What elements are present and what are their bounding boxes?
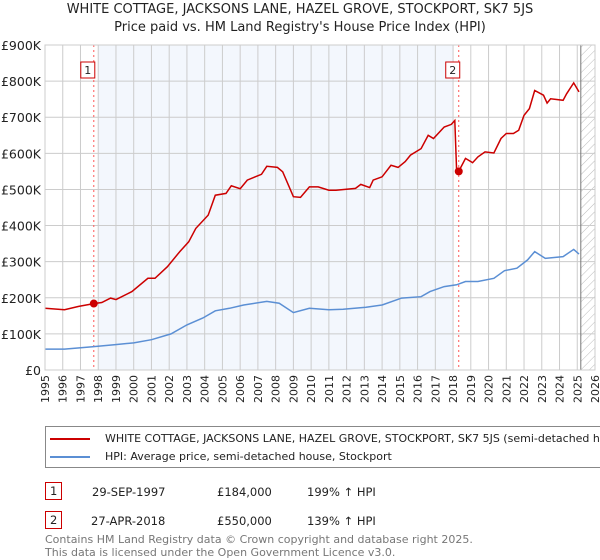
sale-label-box bbox=[445, 61, 461, 79]
x-tick-label: 2012 bbox=[341, 375, 354, 403]
legend: WHITE COTTAGE, JACKSONS LANE, HAZEL GROV… bbox=[45, 426, 600, 468]
x-tick-label: 1998 bbox=[92, 375, 105, 403]
x-tick-label: 2017 bbox=[429, 375, 442, 403]
x-tick-label: 2002 bbox=[163, 375, 176, 403]
hpi-line bbox=[45, 248, 580, 350]
x-tick-label: 2005 bbox=[216, 375, 229, 403]
sale-date: 27-APR-2018 bbox=[91, 514, 166, 528]
y-tick-label: £400K bbox=[1, 219, 42, 234]
x-tick-label: 2026 bbox=[589, 375, 600, 403]
y-tick-label: £500K bbox=[1, 182, 42, 197]
forecast-hatch bbox=[580, 45, 595, 370]
x-tick-label: 2021 bbox=[500, 375, 513, 403]
x-tick-label: 1995 bbox=[39, 375, 52, 403]
x-tick-label: 2020 bbox=[483, 375, 496, 403]
sale-price: £184,000 bbox=[217, 485, 272, 499]
footer-licence: This data is licensed under the Open Gov… bbox=[45, 546, 396, 559]
sale-label: 1 bbox=[84, 64, 91, 77]
legend-label-property: WHITE COTTAGE, JACKSONS LANE, HAZEL GROV… bbox=[105, 432, 600, 445]
sale-point-marker bbox=[454, 167, 463, 176]
sale-hpi: 199% ↑ HPI bbox=[307, 485, 376, 499]
legend-swatch-red bbox=[50, 438, 90, 440]
x-tick-label: 2010 bbox=[305, 375, 318, 403]
x-tick-label: 2006 bbox=[234, 375, 247, 403]
x-tick-label: 1997 bbox=[74, 375, 87, 403]
chart-title: WHITE COTTAGE, JACKSONS LANE, HAZEL GROV… bbox=[66, 2, 534, 17]
y-tick-label: £0 bbox=[25, 363, 41, 378]
x-tick-label: 1999 bbox=[110, 375, 123, 403]
x-tick-label: 2024 bbox=[554, 375, 567, 403]
x-tick-label: 1996 bbox=[57, 375, 70, 403]
x-tick-label: 2016 bbox=[412, 375, 425, 403]
x-tick-label: 2015 bbox=[394, 375, 407, 403]
y-tick-label: £100K bbox=[1, 327, 42, 342]
x-tick-label: 2008 bbox=[270, 375, 283, 403]
legend-item-property: WHITE COTTAGE, JACKSONS LANE, HAZEL GROV… bbox=[50, 432, 600, 446]
x-tick-label: 2000 bbox=[128, 375, 141, 403]
footer: Contains HM Land Registry data © Crown c… bbox=[45, 533, 473, 559]
y-tick-label: £300K bbox=[1, 255, 42, 270]
sale-date: 29-SEP-1997 bbox=[92, 485, 166, 499]
x-tick-label: 2003 bbox=[181, 375, 194, 403]
x-tick-label: 2025 bbox=[571, 375, 584, 403]
sale-price: £550,000 bbox=[217, 514, 272, 528]
sale-point-marker bbox=[89, 299, 98, 308]
x-tick-label: 2013 bbox=[358, 375, 371, 403]
x-tick-label: 2014 bbox=[376, 375, 389, 403]
sale-badge: 1 bbox=[45, 482, 63, 500]
property-price-line bbox=[44, 81, 580, 311]
sale-hpi: 139% ↑ HPI bbox=[307, 514, 376, 528]
y-tick-label: £800K bbox=[1, 74, 42, 89]
legend-label-hpi: HPI: Average price, semi-detached house,… bbox=[105, 450, 392, 463]
y-tick-label: £700K bbox=[1, 110, 42, 125]
x-tick-label: 2011 bbox=[323, 375, 336, 403]
sale-label: 2 bbox=[449, 64, 456, 77]
sale-badge: 2 bbox=[45, 511, 63, 529]
y-tick-label: £200K bbox=[1, 291, 42, 306]
x-tick-label: 2001 bbox=[145, 375, 158, 403]
y-tick-label: £900K bbox=[1, 38, 42, 53]
x-tick-label: 2023 bbox=[536, 375, 549, 403]
x-tick-label: 2018 bbox=[447, 375, 460, 403]
footer-copyright: Contains HM Land Registry data © Crown c… bbox=[45, 533, 473, 546]
legend-item-hpi: HPI: Average price, semi-detached house,… bbox=[50, 450, 392, 464]
y-tick-label: £600K bbox=[1, 146, 42, 161]
x-tick-label: 2019 bbox=[465, 375, 478, 403]
plot-border bbox=[44, 44, 596, 371]
x-tick-label: 2007 bbox=[252, 375, 265, 403]
x-tick-label: 2004 bbox=[199, 375, 212, 403]
sale-label-box bbox=[80, 61, 96, 79]
line-chart: 1995 1996 1997 1998 1999 2000 2001 2002 2003 2004… bbox=[1, 38, 600, 403]
x-tick-label: 2022 bbox=[518, 375, 531, 403]
chart-subtitle: Price paid vs. HM Land Registry's House … bbox=[114, 20, 486, 35]
x-tick-label: 2009 bbox=[287, 375, 300, 403]
legend-swatch-blue bbox=[50, 456, 90, 458]
